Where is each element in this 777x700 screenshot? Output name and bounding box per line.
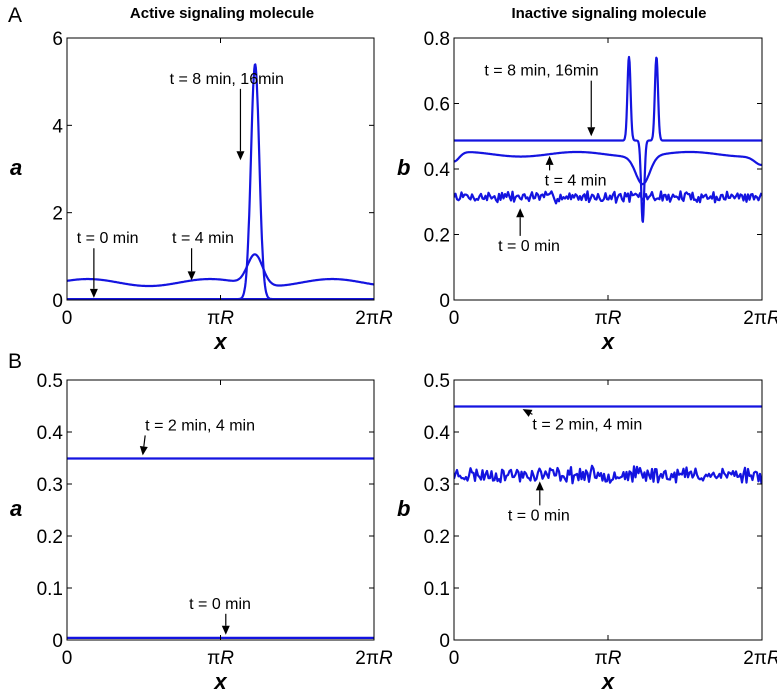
annotation-label: t = 2 min, 4 min xyxy=(532,416,642,433)
y-tick-label: 0 xyxy=(52,631,63,652)
panel-a-right: 0 0.2 0.4 0.6 0.8 0 πR 2πR x b t = 8 min, 16min t =… xyxy=(397,29,777,354)
y-tick-label: 0.1 xyxy=(37,579,63,600)
annotation-label: t = 0 min xyxy=(77,230,139,247)
arrow-head xyxy=(587,127,596,137)
arrow-head xyxy=(516,208,525,218)
y-tick-label: 0.5 xyxy=(37,371,63,392)
column-title-active: Active signaling molecule xyxy=(130,5,314,22)
annotation-label: t = 4 min xyxy=(545,172,607,189)
arrow-head xyxy=(221,625,230,635)
y-tick-label: 0.3 xyxy=(37,475,63,496)
y-axis-label: a xyxy=(10,496,22,521)
x-tick-label: 0 xyxy=(62,308,73,329)
x-tick-label: 0 xyxy=(449,308,460,329)
x-tick-label: 0 xyxy=(62,648,73,669)
y-tick-label: 0 xyxy=(52,291,63,312)
arrow-head xyxy=(236,151,245,161)
y-axis-label: b xyxy=(397,496,410,521)
annotation-arrow xyxy=(530,412,533,415)
y-tick-label: 0.1 xyxy=(424,579,450,600)
series-line-1 xyxy=(454,190,762,205)
arrow-head xyxy=(535,481,544,491)
x-tick-label: 2πR xyxy=(355,648,393,669)
x-tick-label: πR xyxy=(207,308,234,329)
row-label-a: A xyxy=(8,4,22,27)
plot-area: 0 2 4 6 0 πR 2πR x a t = 8 min, 16min t = 0 min t =… xyxy=(10,29,777,694)
y-tick-label: 0.6 xyxy=(424,95,450,116)
annotation-label: t = 2 min, 4 min xyxy=(145,417,255,434)
y-tick-label: 0.4 xyxy=(424,160,451,181)
arrow-head xyxy=(187,271,196,281)
y-tick-label: 0.3 xyxy=(424,475,450,496)
annotation-label: t = 4 min xyxy=(172,230,234,247)
x-axis-label: x xyxy=(601,669,615,694)
annotation-label: t = 0 min xyxy=(508,507,570,524)
y-axis-label: b xyxy=(397,155,410,180)
y-tick-label: 6 xyxy=(52,29,63,50)
x-tick-label: 2πR xyxy=(743,648,777,669)
panel-b-left: 0 0.1 0.2 0.3 0.4 0.5 0 πR 2πR x a t = 2 min, 4 min… xyxy=(10,371,393,694)
arrow-head xyxy=(522,409,533,417)
annotation-label: t = 0 min xyxy=(189,596,251,613)
y-tick-label: 0.8 xyxy=(424,29,450,50)
y-tick-label: 0 xyxy=(439,291,450,312)
annotation-label: t = 8 min, 16min xyxy=(170,71,284,88)
arrow-head xyxy=(545,155,554,165)
annotation-label: t = 0 min xyxy=(498,238,560,255)
x-tick-label: πR xyxy=(207,648,234,669)
series-line-2 xyxy=(454,150,762,186)
x-tick-label: πR xyxy=(595,648,622,669)
y-tick-label: 0.2 xyxy=(424,527,450,548)
x-axis-label: x xyxy=(213,329,227,354)
y-tick-label: 0.4 xyxy=(37,423,64,444)
x-axis-label: x xyxy=(601,329,615,354)
arrow-head xyxy=(139,445,148,456)
row-label-b: B xyxy=(8,350,22,373)
arrow-head xyxy=(89,288,98,298)
x-tick-label: 2πR xyxy=(743,308,777,329)
series-line-3 xyxy=(67,63,374,300)
column-title-inactive: Inactive signaling molecule xyxy=(511,5,706,22)
y-tick-label: 0.5 xyxy=(424,371,450,392)
y-axis-label: a xyxy=(10,155,22,180)
x-tick-label: 0 xyxy=(449,648,460,669)
y-tick-label: 0.4 xyxy=(424,423,451,444)
series-line-3 xyxy=(454,55,762,223)
series-group xyxy=(454,55,762,223)
panel-b-right: 0 0.1 0.2 0.3 0.4 0.5 0 πR 2πR x b t = 2 min, 4 min… xyxy=(397,371,777,694)
y-tick-label: 0.2 xyxy=(424,226,450,247)
panel-a-left: 0 2 4 6 0 πR 2πR x a t = 8 min, 16min t = 0 min t =… xyxy=(10,29,393,354)
annotation-arrow xyxy=(143,435,146,447)
series-group xyxy=(454,405,762,485)
y-tick-label: 4 xyxy=(52,116,63,137)
x-axis-label: x xyxy=(213,669,227,694)
series-line-2 xyxy=(67,253,374,288)
x-tick-label: πR xyxy=(595,308,622,329)
series-group xyxy=(67,63,374,300)
annotation-label: t = 8 min, 16min xyxy=(484,63,598,80)
y-tick-label: 0.2 xyxy=(37,527,63,548)
y-tick-label: 2 xyxy=(52,204,63,225)
x-tick-label: 2πR xyxy=(355,308,393,329)
y-tick-label: 0 xyxy=(439,631,450,652)
series-line-2 xyxy=(454,464,762,485)
